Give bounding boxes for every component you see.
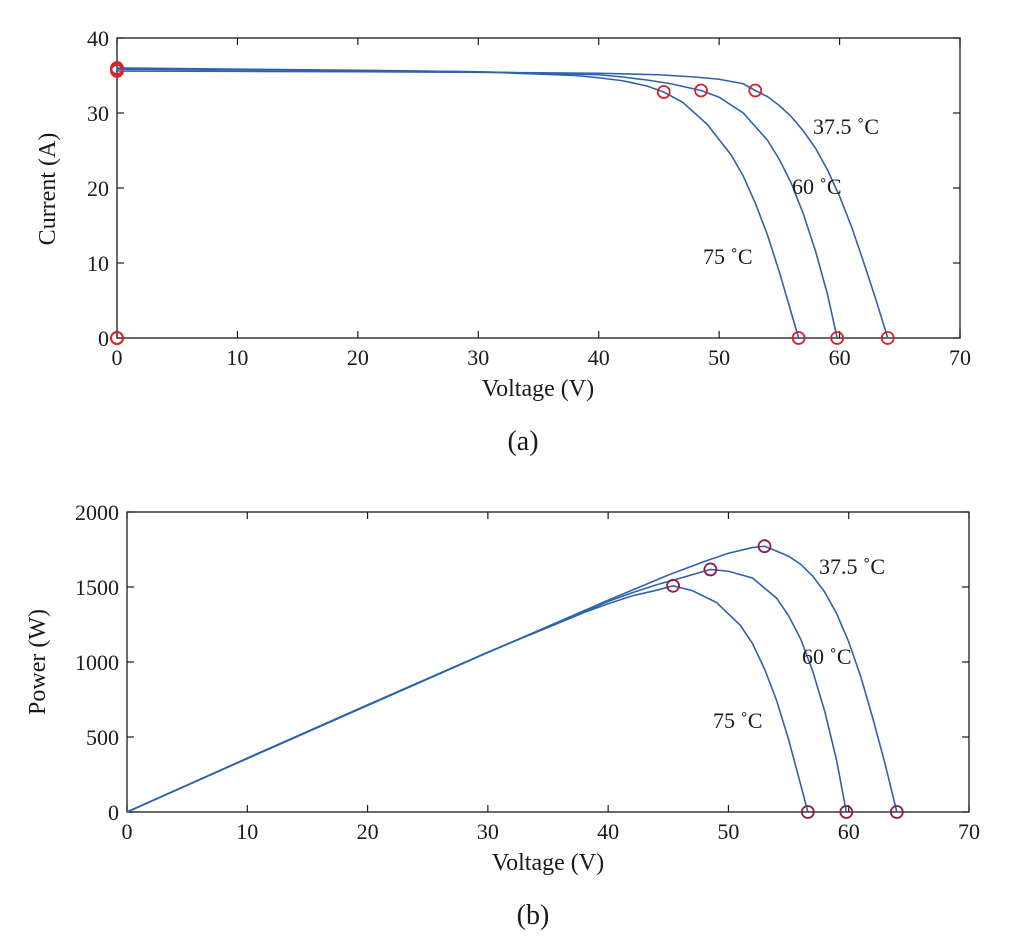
pv-y-tick-label: 0 bbox=[108, 800, 119, 825]
iv-x-axis-label: Voltage (V) bbox=[482, 376, 594, 402]
pv-series-2-line bbox=[126, 584, 809, 813]
pv-x-tick-label: 20 bbox=[357, 819, 379, 844]
pv-x-tick-label: 50 bbox=[717, 819, 739, 844]
iv-label-37-5c: 37.5 ˚C bbox=[813, 114, 879, 139]
pv-x-tick-label: 70 bbox=[958, 819, 980, 844]
pv-y-tick-label: 1000 bbox=[75, 650, 119, 675]
pv-y-tick-label: 500 bbox=[86, 725, 119, 750]
pv-series-0-marker bbox=[889, 805, 904, 819]
pv-x-tick-label: 60 bbox=[838, 819, 860, 844]
iv-label-75c: 75 ˚C bbox=[703, 244, 753, 269]
iv-panel-caption: (a) bbox=[507, 426, 538, 457]
pv-y-tick-label: 1500 bbox=[75, 575, 119, 600]
iv-series-0-line bbox=[116, 70, 889, 339]
pv-series-0-marker bbox=[757, 539, 772, 554]
iv-chart-panel: 0 10 20 30 40 50 60 70 0 10 20 30 40 37.5 ˚C 60 ˚C 7… bbox=[35, 26, 971, 457]
pv-label-37-5c: 37.5 ˚C bbox=[819, 554, 885, 579]
pv-series-1-marker bbox=[839, 805, 854, 819]
pv-x-tick-label: 40 bbox=[597, 819, 619, 844]
iv-series-2-marker bbox=[656, 85, 671, 99]
iv-series-1-marker bbox=[694, 83, 708, 98]
pv-markers bbox=[666, 539, 904, 819]
pv-label-75c: 75 ˚C bbox=[713, 708, 763, 733]
iv-series-2-marker bbox=[110, 61, 124, 75]
iv-markers bbox=[110, 61, 895, 345]
iv-curves bbox=[116, 67, 889, 339]
iv-y-tick-label: 30 bbox=[87, 101, 109, 126]
iv-series-0-marker bbox=[880, 331, 895, 345]
pv-series-0-line bbox=[126, 545, 898, 813]
iv-x-tick-label: 40 bbox=[588, 345, 610, 370]
pv-series-1-line bbox=[126, 568, 848, 813]
iv-label-60c: 60 ˚C bbox=[792, 174, 842, 199]
iv-series-1-line bbox=[116, 68, 838, 339]
pv-series-2-marker bbox=[666, 578, 680, 593]
pv-y-axis-label: Power (W) bbox=[25, 609, 51, 715]
iv-series-2-line bbox=[116, 67, 800, 339]
iv-series-0-marker bbox=[748, 83, 763, 98]
iv-x-tick-label: 70 bbox=[949, 345, 971, 370]
iv-x-tick-label: 50 bbox=[708, 345, 730, 370]
pv-x-axis-label: Voltage (V) bbox=[492, 850, 604, 876]
iv-y-tick-label: 10 bbox=[87, 251, 109, 276]
pv-x-tick-label: 0 bbox=[122, 819, 133, 844]
iv-x-tick-label: 0 bbox=[112, 345, 123, 370]
pv-curves bbox=[126, 545, 898, 813]
iv-x-tick-label: 60 bbox=[829, 345, 851, 370]
iv-ticks: 0 10 20 30 40 50 60 70 0 10 20 30 40 bbox=[87, 26, 971, 370]
iv-series-2-marker bbox=[791, 331, 806, 345]
pv-x-tick-label: 10 bbox=[236, 819, 258, 844]
iv-y-tick-label: 0 bbox=[98, 326, 109, 351]
pv-panel-caption: (b) bbox=[517, 900, 550, 931]
iv-x-tick-label: 20 bbox=[347, 345, 369, 370]
pv-ticks: 0 10 20 30 40 50 60 70 0 500 1000 1500 2000 bbox=[75, 500, 980, 844]
iv-series-1-marker bbox=[830, 331, 845, 345]
pv-label-60c: 60 ˚C bbox=[802, 644, 852, 669]
pv-y-tick-label: 2000 bbox=[75, 500, 119, 525]
iv-y-tick-label: 20 bbox=[87, 176, 109, 201]
iv-y-tick-label: 40 bbox=[87, 26, 109, 51]
pv-series-2-marker bbox=[800, 805, 815, 819]
pv-x-tick-label: 30 bbox=[477, 819, 499, 844]
pv-series-1-marker bbox=[703, 562, 718, 577]
iv-y-axis-label: Current (A) bbox=[35, 133, 61, 246]
iv-x-tick-label: 30 bbox=[467, 345, 489, 370]
iv-series-2-marker bbox=[110, 331, 124, 345]
iv-x-tick-label: 10 bbox=[226, 345, 248, 370]
